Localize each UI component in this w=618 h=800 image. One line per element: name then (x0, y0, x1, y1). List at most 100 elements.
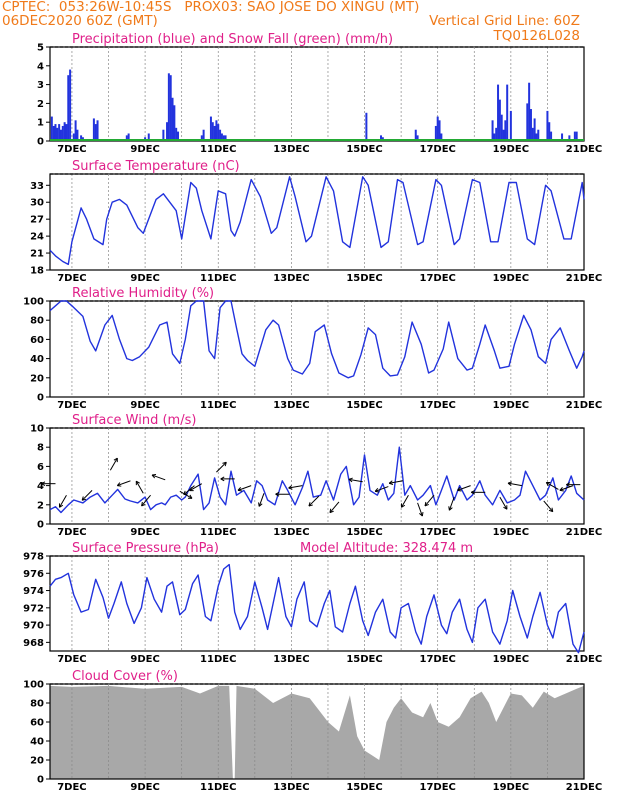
precip-bar (56, 127, 59, 141)
precip-bar (365, 112, 368, 141)
x-tick-label: 11DEC (200, 782, 236, 793)
wind-arrow-head (141, 504, 146, 507)
wind-arrow (329, 501, 340, 514)
y-tick-label: 100 (23, 680, 44, 691)
x-tick-label: 13DEC (273, 527, 309, 538)
wind-arrow (471, 489, 486, 495)
x-tick-label: 9DEC (130, 273, 159, 284)
precip-bar (498, 99, 501, 141)
wind-arrow-head (116, 482, 121, 486)
y-tick-label: 20 (30, 373, 44, 384)
wind-arrow (116, 480, 131, 487)
wind-arrow (135, 480, 144, 494)
wind-arrow-shaft (417, 502, 423, 517)
wind-arrow-shaft (389, 480, 404, 484)
wind-arrow-head (545, 482, 549, 487)
wind-arrow (81, 490, 93, 501)
x-tick-label: 21DEC (566, 654, 602, 665)
x-tick-label: 7DEC (57, 782, 86, 793)
header-grid-line: Vertical Grid Line: 60Z (429, 13, 580, 29)
precip-bar (502, 129, 505, 141)
y-tick-label: 30 (30, 198, 44, 209)
x-tick-label: 15DEC (346, 527, 382, 538)
y-tick-label: 24 (30, 232, 44, 243)
x-tick-label: 19DEC (493, 273, 529, 284)
panel-title: Cloud Cover (%) (72, 669, 178, 684)
precip-bar (380, 135, 383, 141)
precip-bar (171, 97, 174, 141)
precip-bar (175, 127, 178, 141)
wind-arrow-shaft (308, 495, 320, 507)
x-tick-label: 9DEC (130, 654, 159, 665)
x-tick-label: 17DEC (420, 144, 456, 155)
wind-arrow-head (507, 482, 512, 487)
x-tick-label: 11DEC (200, 144, 236, 155)
wind-arrow-head (59, 504, 64, 508)
wind-arrow (388, 480, 404, 485)
panel-title: Precipitation (blue) and Snow Fall (gree… (72, 32, 393, 47)
precip-bar (166, 122, 169, 141)
wind-arrow-head (424, 501, 427, 507)
wind-arrow-head (136, 480, 140, 484)
y-tick-label: 4 (37, 61, 44, 72)
precip-bar (94, 124, 97, 141)
wind-arrow-shaft (135, 480, 144, 494)
wind-arrow-head (375, 490, 380, 493)
x-tick-label: 19DEC (493, 144, 529, 155)
precip-bar (213, 125, 216, 141)
wind-arrow-head (81, 496, 84, 501)
precip-bar (147, 133, 150, 141)
x-tick-label: 19DEC (493, 527, 529, 538)
wind-arrow (308, 495, 320, 507)
panel-3: 0 2 4 6 8 10 7DEC 9DEC 11DEC 13DEC 15DEC 17DEC 19DEC… (30, 413, 602, 538)
wind-arrow-head (189, 487, 193, 491)
wind-arrow-shaft (288, 485, 303, 489)
x-tick-label: 15DEC (346, 273, 382, 284)
wind-arrow (220, 476, 235, 482)
wind-arrow (374, 486, 389, 493)
wind-arrow-head (448, 506, 450, 511)
wind-arrow-shaft (151, 474, 166, 481)
x-tick-label: 7DEC (57, 654, 86, 665)
wind-arrow (543, 500, 554, 513)
wind-arrow (448, 496, 455, 511)
wind-arrow-head (449, 507, 453, 511)
x-tick-label: 15DEC (346, 782, 382, 793)
wind-arrow (41, 481, 56, 487)
x-tick-label: 11DEC (200, 527, 236, 538)
x-tick-label: 9DEC (130, 782, 159, 793)
wind-arrow (258, 493, 265, 507)
precip-bar (76, 129, 79, 141)
wind-arrow-shaft (348, 478, 363, 483)
wind-arrow-head (457, 489, 462, 492)
y-tick-label: 0 (37, 393, 44, 404)
wind-arrow-head (471, 491, 475, 495)
precip-bar (59, 129, 62, 141)
precip-bar (573, 131, 576, 141)
wind-arrow (499, 496, 508, 510)
x-tick-label: 19DEC (493, 654, 529, 665)
wind-arrow (109, 457, 118, 471)
y-tick-label: 3 (37, 80, 44, 91)
wind-arrow-head (419, 513, 423, 517)
wind-arrow-shaft (457, 485, 471, 491)
wind-arrow-shaft (546, 482, 559, 490)
precip-bar (491, 120, 494, 141)
wind-arrow-head (471, 489, 475, 493)
wind-arrow-head (503, 506, 508, 510)
precip-bar (202, 129, 205, 141)
y-tick-label: 40 (30, 354, 44, 365)
wind-arrow-shaft (374, 486, 389, 492)
panel-title: Surface Temperature (nC) (72, 159, 240, 174)
x-tick-label: 17DEC (420, 273, 456, 284)
y-tick-label: 1 (37, 118, 44, 129)
precip-bar (224, 135, 227, 141)
wind-arrow-head (183, 493, 188, 496)
wind-arrow-head (224, 462, 227, 467)
precip-bar (169, 75, 172, 141)
precip-bar (162, 129, 165, 141)
wind-arrow-shaft (237, 485, 252, 491)
y-tick-label: 970 (23, 621, 44, 632)
wind-arrow-head (288, 485, 293, 489)
